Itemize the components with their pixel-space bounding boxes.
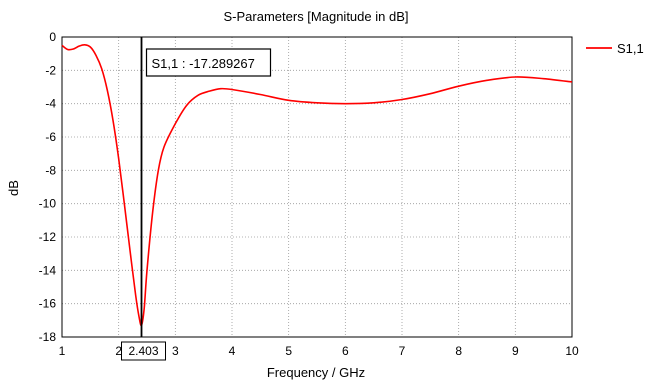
x-tick-label: 3 xyxy=(172,344,179,358)
y-tick-label: 0 xyxy=(49,30,56,44)
y-tick-label: -14 xyxy=(39,263,57,277)
marker-x-value-box: 2.403 xyxy=(121,341,167,361)
x-tick-label: 5 xyxy=(285,344,292,358)
y-tick-label: -18 xyxy=(39,330,57,344)
legend: S1,1 xyxy=(586,41,644,56)
x-tick-label: 6 xyxy=(342,344,349,358)
plot-frame xyxy=(61,36,573,338)
y-tick-label: -8 xyxy=(45,163,56,177)
x-tick-label: 8 xyxy=(455,344,462,358)
legend-label-s11: S1,1 xyxy=(617,41,644,56)
x-tick-label: 1 xyxy=(59,344,66,358)
y-tick-label: -4 xyxy=(45,97,56,111)
y-tick-label: -10 xyxy=(39,197,57,211)
marker-x-value-label: 2.403 xyxy=(128,344,158,358)
marker-value-box: S1,1 : -17.289267 xyxy=(145,48,272,77)
x-tick-label: 10 xyxy=(565,344,579,358)
x-tick-labels: 1 2 3 4 5 6 7 8 9 10 xyxy=(59,344,579,358)
y-tick-label: -12 xyxy=(39,230,57,244)
x-tick-label: 2 xyxy=(115,344,122,358)
chart-title: S-Parameters [Magnitude in dB] xyxy=(224,9,409,24)
y-tick-label: -2 xyxy=(45,63,56,77)
y-tick-label: -6 xyxy=(45,130,56,144)
y-tick-label: -16 xyxy=(39,297,57,311)
grid-lines xyxy=(62,37,572,337)
x-axis-label: Frequency / GHz xyxy=(267,365,365,380)
x-tick-label: 7 xyxy=(399,344,406,358)
x-tick-label: 4 xyxy=(229,344,236,358)
y-tick-labels: 0 -2 -4 -6 -8 -10 -12 -14 -16 -18 xyxy=(39,30,57,344)
x-tick-label: 9 xyxy=(512,344,519,358)
marker-value-label: S1,1 : -17.289267 xyxy=(152,56,255,71)
series-line-s11 xyxy=(61,44,573,327)
y-axis-label: dB xyxy=(6,180,21,196)
